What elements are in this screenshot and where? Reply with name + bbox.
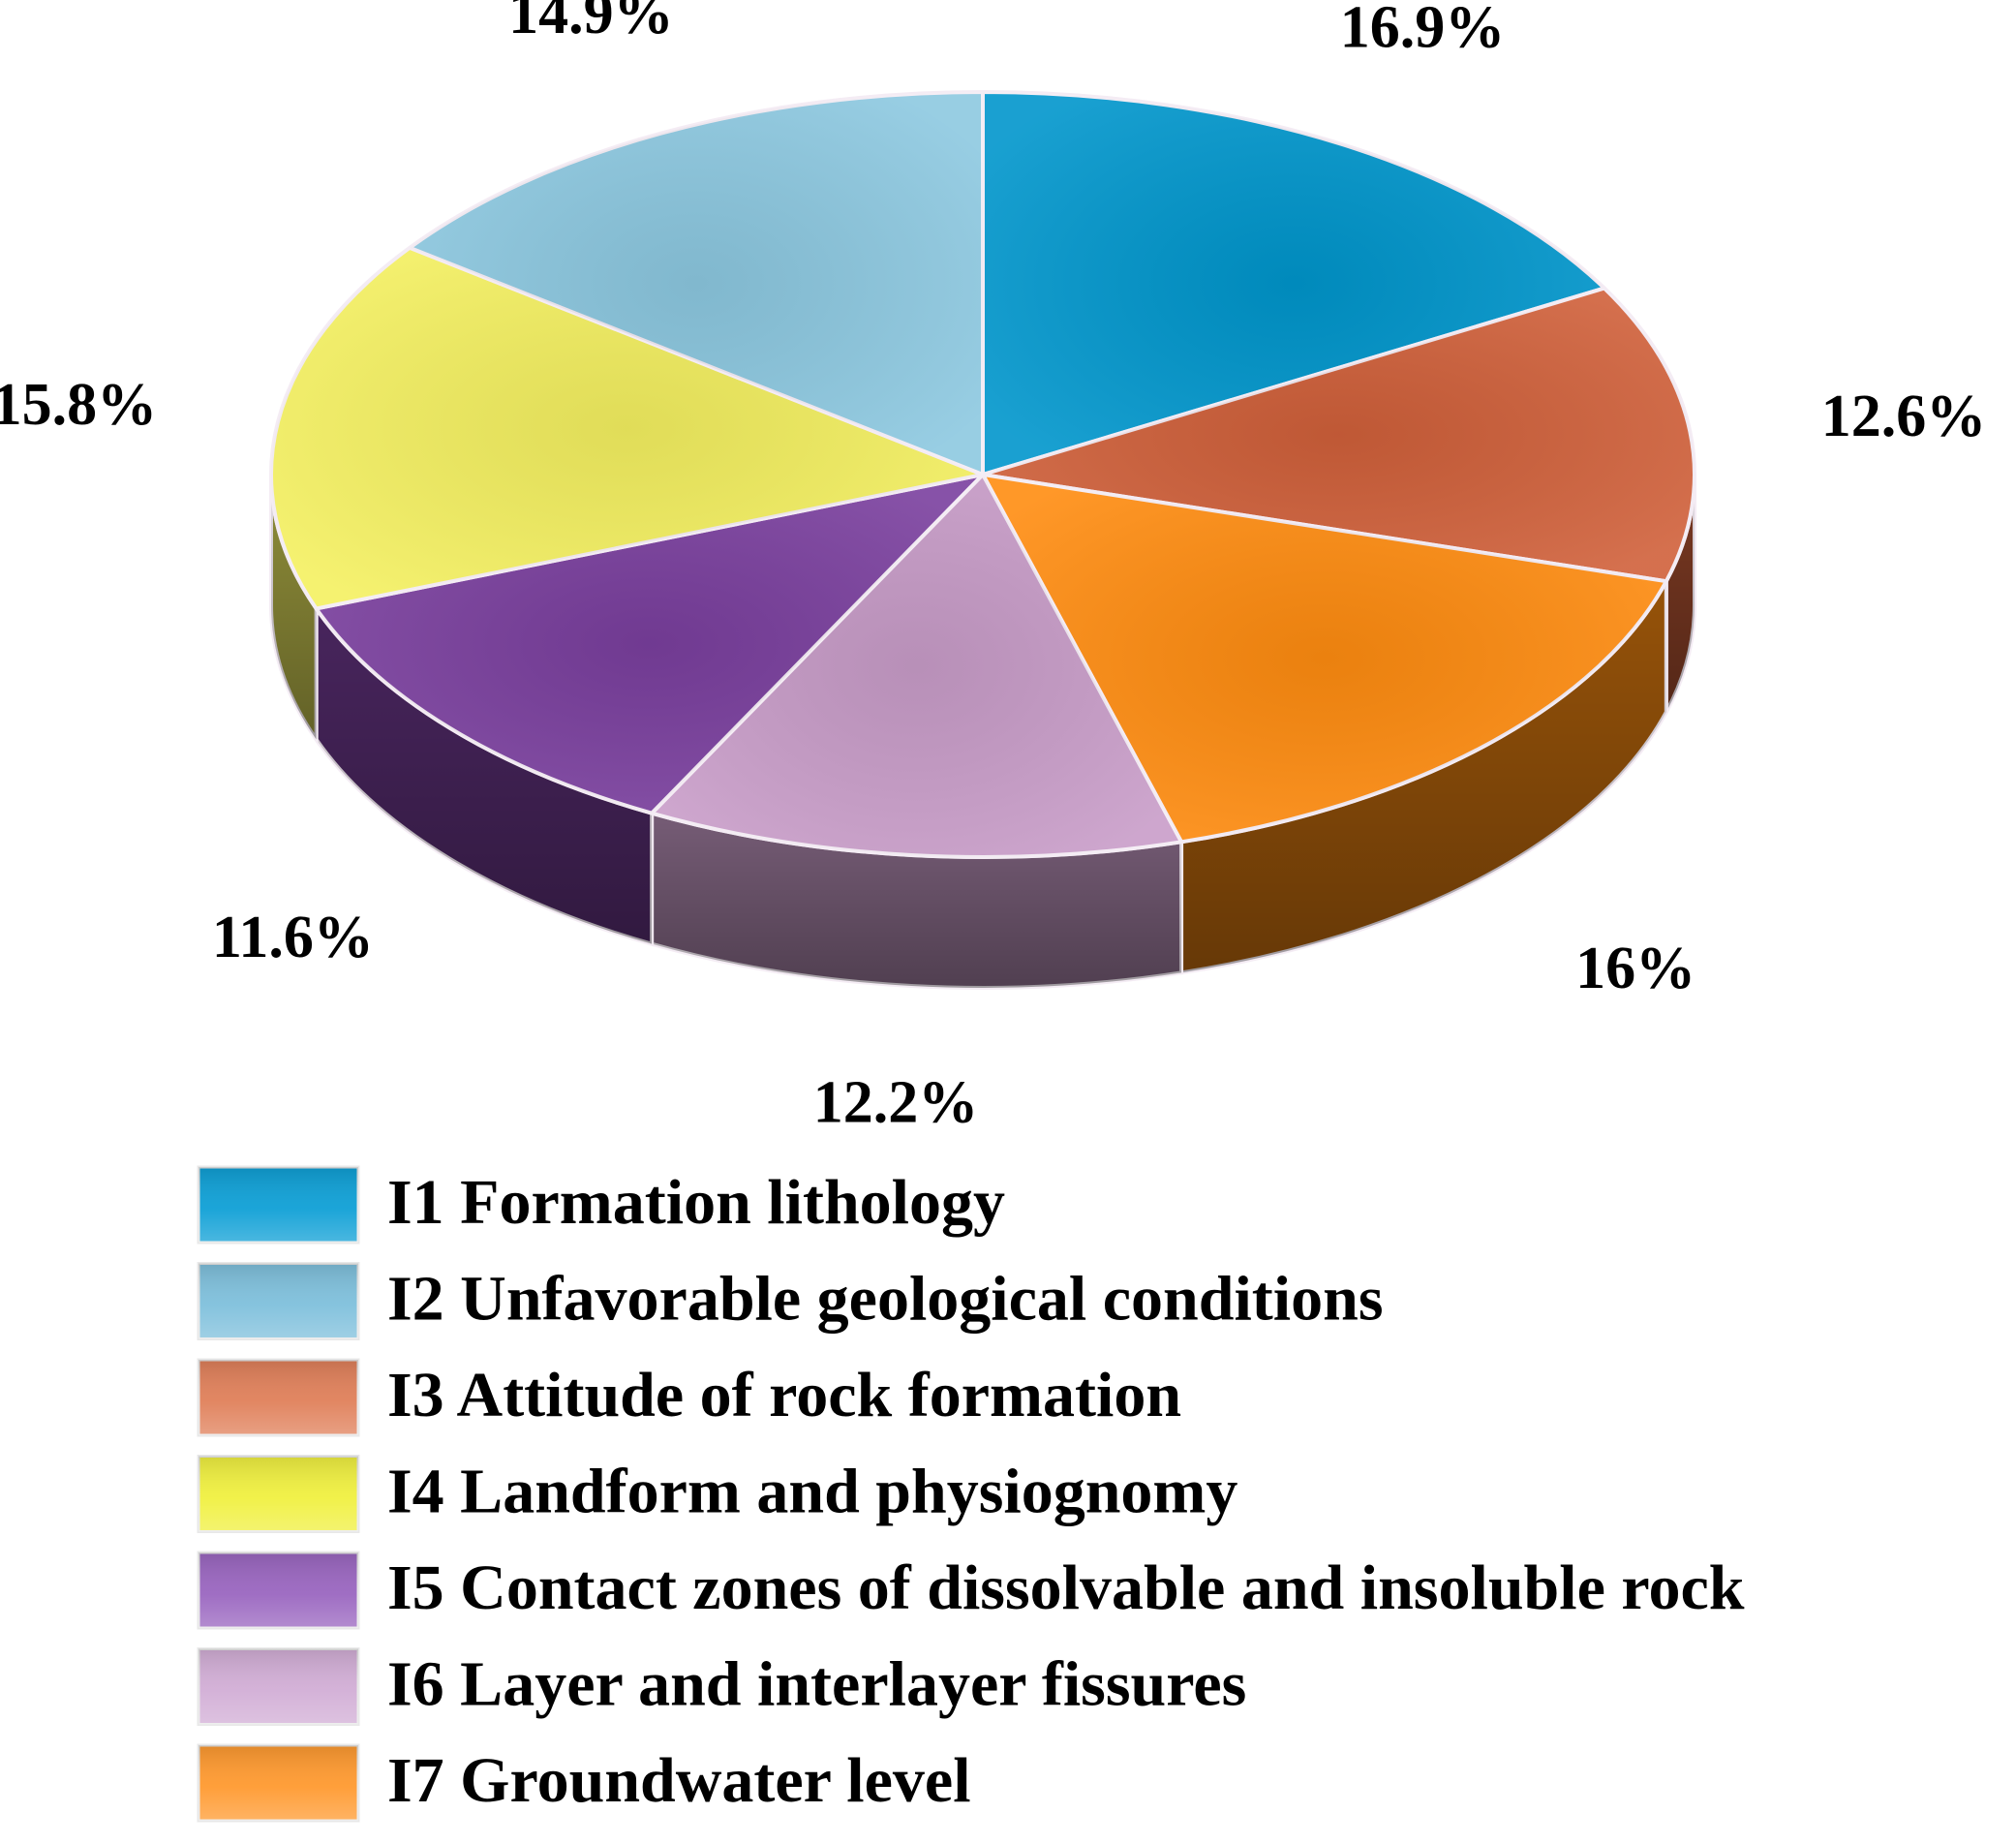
- pie-slices: [269, 90, 1696, 990]
- legend-label-i1: I1 Formation lithology: [387, 1167, 1005, 1238]
- pie-side-shade-i5: [316, 608, 653, 944]
- legend-swatch-shade-i1: [199, 1167, 358, 1243]
- legend: I1 Formation lithology I2 Unfavorable geo…: [197, 1165, 1745, 1823]
- legend-swatch-shade-i3: [199, 1360, 358, 1435]
- pie-side-shade-i4: [271, 475, 317, 740]
- legend-swatch-shade-i5: [199, 1552, 358, 1628]
- pie-slice-shade-i4: [270, 247, 983, 609]
- pie-slice-shade-i6: [652, 475, 1182, 857]
- value-label-i2: 14.9%: [508, 0, 674, 46]
- value-label-i1: 16.9%: [1340, 0, 1506, 61]
- legend-item-i5: I5 Contact zones of dissolvable and inso…: [197, 1551, 1745, 1630]
- pie-slice-shade-i3: [983, 288, 1695, 582]
- value-label-i5: 11.6%: [212, 905, 374, 970]
- legend-label-i6: I6 Layer and interlayer fissures: [387, 1649, 1246, 1720]
- legend-label-i5: I5 Contact zones of dissolvable and inso…: [387, 1552, 1745, 1623]
- value-label-i6: 12.2%: [813, 1070, 979, 1136]
- legend-swatch-shade-i6: [199, 1648, 358, 1725]
- legend-item-i4: I4 Landform and physiognomy: [197, 1455, 1237, 1533]
- pie-slice-shade-i1: [983, 92, 1604, 475]
- pie-slice-shade-i5: [316, 475, 983, 814]
- legend-item-i1: I1 Formation lithology: [197, 1165, 1005, 1245]
- legend-label-i2: I2 Unfavorable geological conditions: [387, 1264, 1384, 1335]
- legend-item-i7: I7 Groundwater level: [197, 1743, 971, 1823]
- value-label-i3: 12.6%: [1821, 384, 1987, 449]
- value-label-i7: 16%: [1575, 936, 1695, 1001]
- legend-item-i2: I2 Unfavorable geological conditions: [197, 1262, 1384, 1340]
- legend-item-i6: I6 Layer and interlayer fissures: [197, 1647, 1246, 1726]
- legend-swatch-shade-i2: [199, 1263, 358, 1339]
- legend-item-i3: I3 Attitude of rock formation: [197, 1358, 1181, 1437]
- legend-swatch-shade-i4: [199, 1456, 358, 1532]
- legend-label-i4: I4 Landform and physiognomy: [387, 1457, 1237, 1527]
- pie-slice-shade-i7: [983, 475, 1666, 843]
- legend-label-i3: I3 Attitude of rock formation: [387, 1360, 1181, 1430]
- legend-swatch-shade-i7: [199, 1745, 358, 1821]
- pie-value-labels: 16.9% 12.6% 16% 12.2% 11.6% 15.8% 14.9%: [0, 0, 1986, 1136]
- pie-slice-shade-i2: [410, 92, 983, 475]
- value-label-i4: 15.8%: [0, 372, 157, 438]
- legend-label-i7: I7 Groundwater level: [387, 1745, 971, 1816]
